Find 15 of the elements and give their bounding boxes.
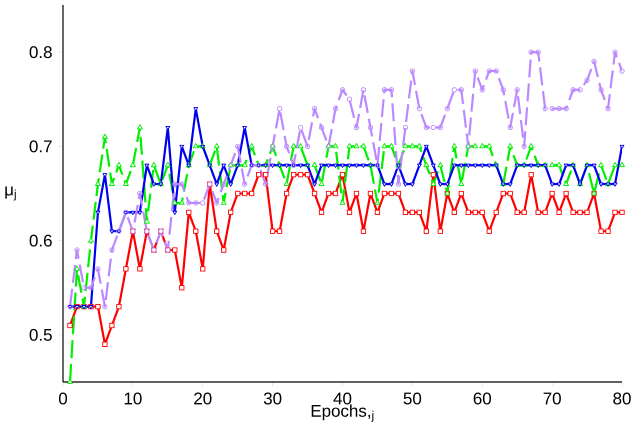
x-tick-label: 70 xyxy=(544,392,561,404)
x-tick-label: 30 xyxy=(264,392,282,404)
x-tick-label: 80 xyxy=(613,392,631,404)
x-tick-label: 0 xyxy=(58,392,68,404)
y-tick-label: 0.6 xyxy=(30,234,52,247)
x-axis-title: Epochs,$_{j}$ xyxy=(312,404,374,422)
y-tick-label: 0.5 xyxy=(30,328,52,341)
y-axis-title: μ$_{j}$ xyxy=(5,186,16,201)
x-tick-label: 20 xyxy=(194,392,212,404)
y-tick-label: 0.8 xyxy=(30,46,52,58)
x-tick-label: 60 xyxy=(474,392,492,404)
x-tick-label: 50 xyxy=(404,392,422,404)
x-tick-label: 40 xyxy=(333,392,352,404)
y-tick-label: 0.7 xyxy=(30,140,52,152)
x-tick-label: 10 xyxy=(124,392,142,404)
